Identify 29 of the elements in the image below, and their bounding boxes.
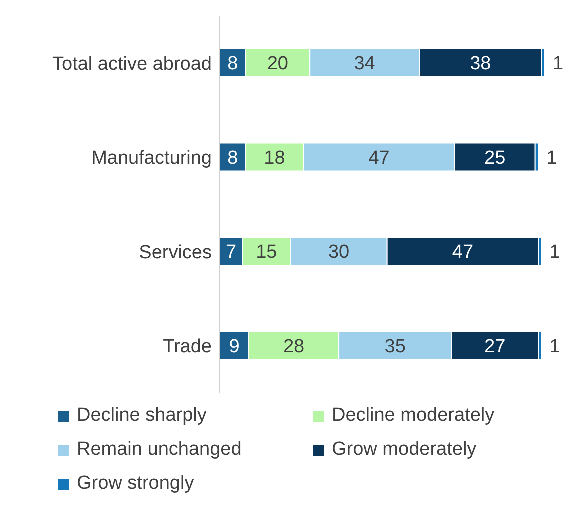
data-label: 34 [354, 54, 376, 75]
data-label: 47 [368, 148, 390, 169]
legend-label: Grow moderately [332, 439, 477, 461]
data-label: 30 [328, 242, 350, 264]
y-tick-label: Trade [163, 336, 212, 358]
data-label: 8 [228, 148, 238, 169]
y-tick-label: Services [139, 242, 212, 264]
data-label: 35 [384, 336, 406, 358]
legend-label: Decline sharply [77, 405, 207, 427]
legend-label: Decline moderately [332, 405, 495, 427]
y-tick-label: Manufacturing [92, 148, 212, 170]
data-label: 1 [546, 148, 558, 169]
data-label: 28 [283, 336, 305, 358]
data-label: 47 [452, 242, 474, 264]
legend-label: Grow strongly [77, 473, 194, 495]
data-label: 9 [229, 336, 240, 358]
data-label: 1 [550, 242, 560, 264]
data-label: 18 [264, 148, 286, 169]
data-label: 38 [470, 54, 492, 75]
data-label: 25 [484, 148, 506, 169]
data-label: 1 [550, 336, 560, 358]
data-label: 8 [228, 54, 238, 75]
data-label: 27 [484, 336, 506, 358]
legend-label: Remain unchanged [77, 439, 242, 461]
data-label: 15 [256, 242, 278, 264]
data-label: 1 [553, 54, 564, 75]
data-label: 20 [267, 54, 288, 75]
data-label: 7 [226, 242, 237, 264]
y-tick-label: Total active abroad [52, 54, 212, 75]
